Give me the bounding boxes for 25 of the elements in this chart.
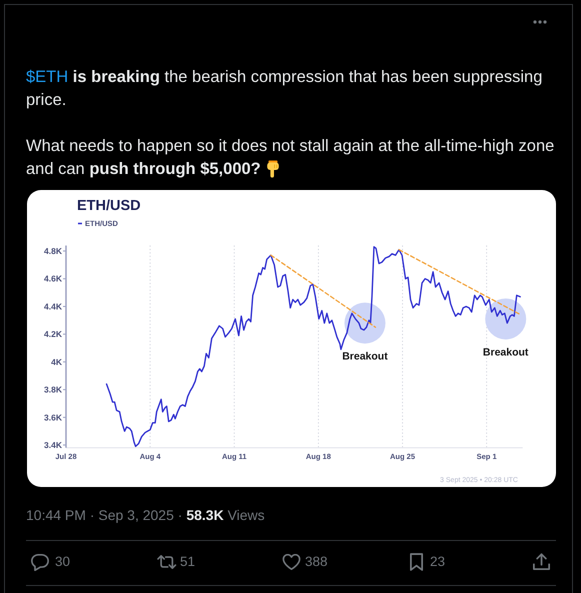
text: $ETH xyxy=(26,68,68,86)
y-tick-label: 3.6K xyxy=(44,412,63,422)
text: What needs to happen so it does not stall again at the all-time-high zone xyxy=(26,136,554,154)
text: 23 xyxy=(430,553,446,571)
chart-title: ETH/USD xyxy=(77,198,141,214)
text: 10:44 PM · Sep 3, 2025 · xyxy=(26,507,182,523)
text: and can xyxy=(26,160,85,178)
text: 30 xyxy=(55,553,70,571)
text: is breaking xyxy=(72,68,160,86)
text: the bearish compression that has been suppressing xyxy=(164,68,542,86)
text: price. xyxy=(26,90,66,108)
y-tick-label: 4.4K xyxy=(44,301,63,312)
y-tick-label: 4.2K xyxy=(44,329,63,340)
text: Views xyxy=(228,507,265,523)
text: 388 xyxy=(305,553,328,571)
y-tick-label: 3.8K xyxy=(44,384,63,395)
text: push through $5,000? xyxy=(89,160,261,178)
annotation: Breakout xyxy=(482,346,529,358)
annotation: Breakout xyxy=(342,350,388,363)
y-tick-label: 4K xyxy=(51,356,63,367)
y-tick-label: 4.8K xyxy=(44,246,63,256)
y-tick-label: 3.4K xyxy=(44,440,63,450)
text: 58.3K xyxy=(186,507,224,523)
y-tick-label: 4.6K xyxy=(44,274,63,284)
text: 51 xyxy=(180,553,196,571)
